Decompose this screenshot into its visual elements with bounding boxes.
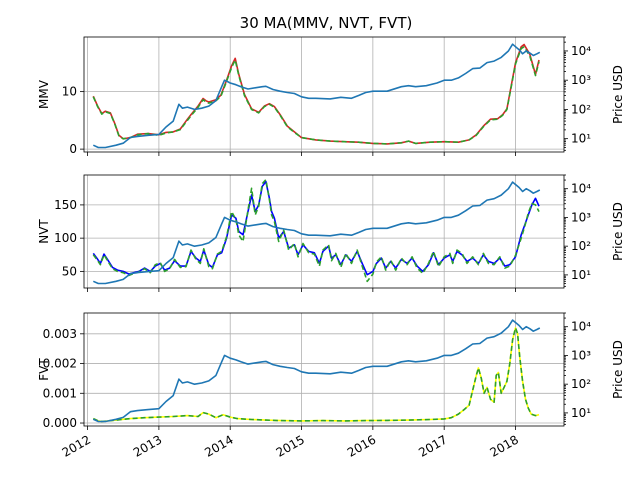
price-tick-label: 10⁴ <box>571 182 591 196</box>
price-tick-label: 10³ <box>571 210 591 224</box>
price-line <box>92 181 541 285</box>
x-tick-label: 2015 <box>274 432 307 459</box>
y-tick-label: 150 <box>54 198 77 212</box>
series-line-green <box>92 327 540 423</box>
x-tick-label: 2012 <box>60 432 93 459</box>
y-tick-label: 0.001 <box>43 386 77 400</box>
panel-lines <box>92 43 541 149</box>
y-axis-label: NVT <box>37 219 51 244</box>
price-tick-label: 10⁴ <box>571 44 591 58</box>
price-tick-label: 10² <box>571 239 591 253</box>
panel-frame <box>83 174 565 289</box>
panel-frame <box>83 312 565 427</box>
price-tick-label: 10¹ <box>571 268 591 282</box>
series-line-green <box>92 178 540 283</box>
price-tick-label: 10³ <box>571 348 591 362</box>
panel-nvt: 50 100 150 10¹ 10² 10³ 10⁴ NVT Price USD <box>37 174 625 292</box>
price-tick-label: 10³ <box>571 73 591 87</box>
y-tick-label: 0.003 <box>43 327 77 341</box>
y-axis-label: MMV <box>37 79 51 109</box>
price-tick-label: 10¹ <box>571 132 591 146</box>
x-tick-label: 2017 <box>416 432 449 459</box>
x-tick-label: 2013 <box>131 432 164 459</box>
y-axis-label: FVT <box>37 358 51 381</box>
series-line-red <box>92 43 540 145</box>
price-tick-label: 10¹ <box>571 406 591 420</box>
series-line-blue <box>92 180 540 276</box>
y-tick-label: 50 <box>62 264 77 278</box>
y-tick-label: 0.000 <box>43 416 77 430</box>
price-line <box>92 43 541 149</box>
y-tick-label: 0.002 <box>43 357 77 371</box>
panel-lines <box>92 178 541 285</box>
panels-layer: 0 10 10¹ 10² 10³ 10⁴ MMV Price USD 50 100 150 10¹ 10… <box>37 36 625 430</box>
series-line-green <box>92 46 540 145</box>
x-tick-label: 2018 <box>488 432 521 459</box>
y-tick-label: 100 <box>54 231 77 245</box>
price-tick-label: 10⁴ <box>571 320 591 334</box>
x-tick-label: 2014 <box>202 432 235 459</box>
x-tick-label: 2016 <box>345 432 378 459</box>
panel-fvt: 0.000 0.001 0.002 0.003 10¹ 10² 10³ 10⁴ FVT Price… <box>37 312 625 430</box>
price-line <box>92 319 541 423</box>
x-tick-labels: 2012 2013 2014 2015 2016 2017 2018 <box>60 432 521 459</box>
y-tick-label: 0 <box>69 142 77 156</box>
price-tick-label: 10² <box>571 102 591 116</box>
panel-frame <box>83 36 565 153</box>
price-tick-label: 10² <box>571 377 591 391</box>
price-axis-label: Price USD <box>611 340 625 399</box>
panel-mmv: 0 10 10¹ 10² 10³ 10⁴ MMV Price USD <box>37 36 625 156</box>
price-axis-label: Price USD <box>611 202 625 261</box>
price-axis-label: Price USD <box>611 65 625 124</box>
y-tick-label: 10 <box>62 85 77 99</box>
panel-lines <box>92 319 541 423</box>
chart-title: 30 MA(MMV, NVT, FVT) <box>240 14 413 32</box>
